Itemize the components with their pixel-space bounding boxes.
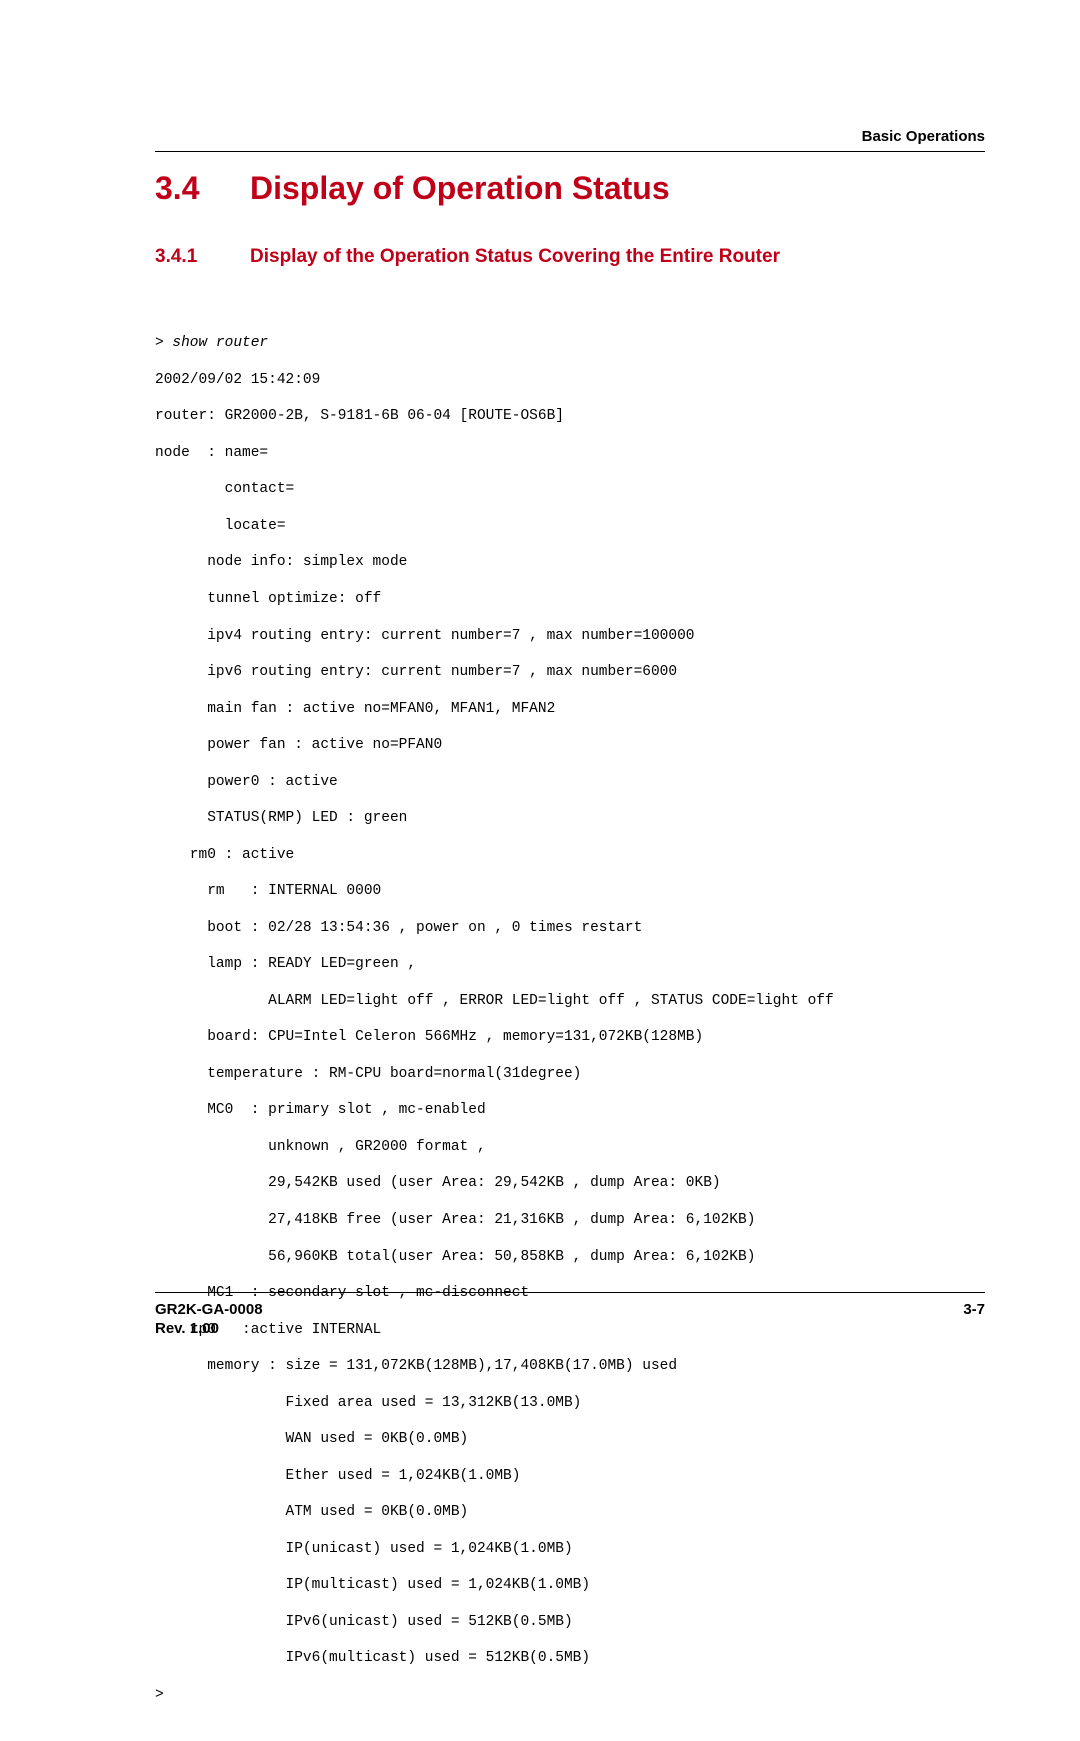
output-line: locate=: [155, 517, 985, 535]
output-line: 56,960KB total(user Area: 50,858KB , dum…: [155, 1248, 985, 1266]
header-rule: [155, 151, 985, 152]
command-line: > show router: [155, 334, 985, 352]
output-line: power0 : active: [155, 773, 985, 791]
output-line: IP(unicast) used = 1,024KB(1.0MB): [155, 1540, 985, 1558]
output-line: 29,542KB used (user Area: 29,542KB , dum…: [155, 1174, 985, 1192]
output-line: ipv4 routing entry: current number=7 , m…: [155, 627, 985, 645]
output-line: contact=: [155, 480, 985, 498]
output-line: power fan : active no=PFAN0: [155, 736, 985, 754]
output-line: 2002/09/02 15:42:09: [155, 371, 985, 389]
chapter-label: Basic Operations: [155, 128, 985, 145]
page-footer: GR2K-GA-0008 3-7 Rev. 1.00: [155, 1292, 985, 1337]
output-line: board: CPU=Intel Celeron 566MHz , memory…: [155, 1028, 985, 1046]
output-line: rm0 : active: [155, 846, 985, 864]
output-line: 27,418KB free (user Area: 21,316KB , dum…: [155, 1211, 985, 1229]
subsection-heading: 3.4.1 Display of the Operation Status Co…: [155, 246, 985, 268]
output-line: main fan : active no=MFAN0, MFAN1, MFAN2: [155, 700, 985, 718]
document-page: Basic Operations 3.4 Display of Operatio…: [0, 0, 1080, 1397]
output-line: >: [155, 1686, 985, 1704]
output-line: IPv6(unicast) used = 512KB(0.5MB): [155, 1613, 985, 1631]
section-title: Display of Operation Status: [250, 170, 670, 207]
output-line: unknown , GR2000 format ,: [155, 1138, 985, 1156]
output-line: ATM used = 0KB(0.0MB): [155, 1503, 985, 1521]
output-line: tunnel optimize: off: [155, 590, 985, 608]
output-line: Ether used = 1,024KB(1.0MB): [155, 1467, 985, 1485]
output-line: ipv6 routing entry: current number=7 , m…: [155, 663, 985, 681]
output-line: IP(multicast) used = 1,024KB(1.0MB): [155, 1576, 985, 1594]
section-heading: 3.4 Display of Operation Status: [155, 170, 985, 207]
subsection-number: 3.4.1: [155, 246, 250, 268]
output-line: STATUS(RMP) LED : green: [155, 809, 985, 827]
output-line: MC0 : primary slot , mc-enabled: [155, 1101, 985, 1119]
output-line: memory : size = 131,072KB(128MB),17,408K…: [155, 1357, 985, 1375]
footer-row: GR2K-GA-0008 3-7: [155, 1301, 985, 1318]
page-number: 3-7: [963, 1301, 985, 1318]
output-line: ALARM LED=light off , ERROR LED=light of…: [155, 992, 985, 1010]
output-line: boot : 02/28 13:54:36 , power on , 0 tim…: [155, 919, 985, 937]
output-line: rm : INTERNAL 0000: [155, 882, 985, 900]
document-id: GR2K-GA-0008: [155, 1301, 263, 1318]
output-line: node : name=: [155, 444, 985, 462]
output-line: temperature : RM-CPU board=normal(31degr…: [155, 1065, 985, 1083]
footer-rule: [155, 1292, 985, 1293]
terminal-output: > show router 2002/09/02 15:42:09 router…: [155, 316, 985, 1741]
output-line: Fixed area used = 13,312KB(13.0MB): [155, 1394, 985, 1412]
subsection-title: Display of the Operation Status Covering…: [250, 246, 780, 268]
output-line: node info: simplex mode: [155, 553, 985, 571]
section-number: 3.4: [155, 170, 250, 207]
output-line: router: GR2000-2B, S-9181-6B 06-04 [ROUT…: [155, 407, 985, 425]
page-header: Basic Operations: [155, 128, 985, 152]
output-line: lamp : READY LED=green ,: [155, 955, 985, 973]
output-line: IPv6(multicast) used = 512KB(0.5MB): [155, 1649, 985, 1667]
revision-label: Rev. 1.00: [155, 1320, 985, 1337]
output-line: WAN used = 0KB(0.0MB): [155, 1430, 985, 1448]
